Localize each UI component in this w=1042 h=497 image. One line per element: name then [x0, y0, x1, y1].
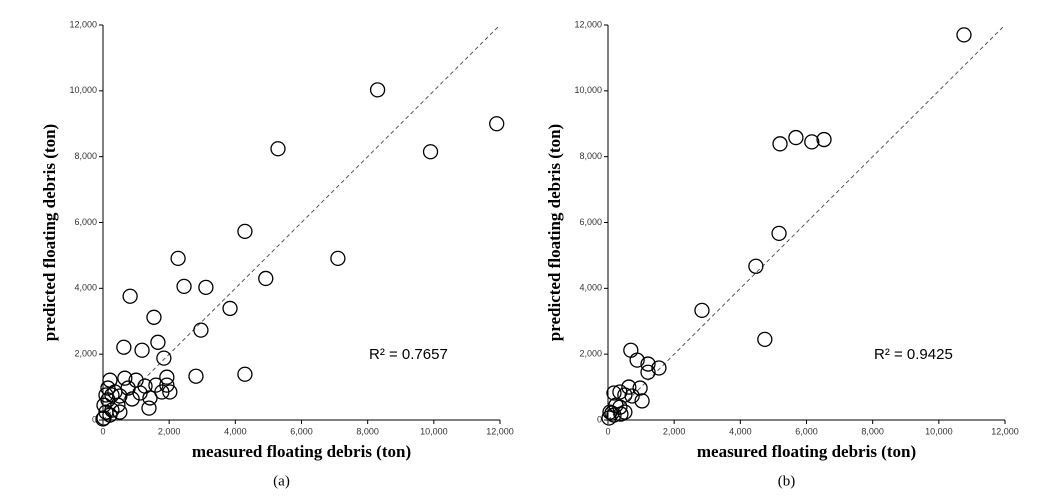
- point: [270, 141, 286, 157]
- y-tick-label: 6,000: [74, 217, 97, 227]
- point: [748, 258, 764, 274]
- point: [107, 384, 123, 400]
- point: [330, 250, 346, 267]
- point: [116, 339, 132, 355]
- point: [188, 368, 204, 384]
- point: [422, 144, 439, 160]
- point: [816, 131, 832, 148]
- point: [146, 309, 162, 325]
- point: [156, 350, 172, 366]
- y-tick-label: 12,000: [69, 19, 97, 29]
- point: [176, 278, 192, 295]
- point: [606, 385, 622, 401]
- point: [612, 399, 628, 415]
- point: [634, 393, 650, 409]
- point: [198, 279, 214, 295]
- x-tick-label: 8,000: [356, 426, 379, 436]
- point: [629, 352, 645, 368]
- x-tick-label: 10,000: [420, 426, 448, 436]
- y-axis-label: predicted floating debris (ton): [40, 124, 59, 341]
- point: [98, 387, 114, 403]
- y-tick-label: 10,000: [574, 85, 602, 95]
- point: [623, 342, 639, 358]
- point: [617, 404, 633, 420]
- x-axis-label: measured floating debris (ton): [192, 442, 411, 461]
- point: [757, 331, 773, 348]
- point: [651, 360, 667, 376]
- x-tick-label: 4,000: [729, 426, 752, 436]
- x-tick-label: 2,000: [158, 426, 181, 436]
- point: [237, 223, 253, 240]
- x-tick-label: 0: [605, 426, 610, 436]
- point: [489, 116, 505, 132]
- point: [150, 334, 166, 350]
- x-tick-label: 4,000: [224, 426, 247, 436]
- caption: (b): [778, 473, 796, 489]
- point: [170, 250, 186, 267]
- point: [258, 270, 274, 287]
- point: [632, 380, 648, 396]
- annotation: R² = 0.9425: [874, 346, 953, 363]
- y-tick-label: 2,000: [579, 349, 602, 359]
- point: [621, 379, 637, 395]
- point: [124, 391, 140, 407]
- annotation: R² = 0.7657: [369, 346, 448, 363]
- point: [95, 411, 111, 427]
- point: [159, 377, 175, 393]
- y-tick-label: 10,000: [69, 85, 97, 95]
- point: [624, 388, 640, 404]
- y-tick-label: 4,000: [579, 283, 602, 293]
- y-tick-label: 4,000: [74, 283, 97, 293]
- caption: (a): [273, 473, 290, 489]
- x-tick-label: 2,000: [663, 426, 686, 436]
- point: [162, 384, 178, 400]
- x-tick-label: 8,000: [861, 426, 884, 436]
- point: [772, 136, 788, 152]
- point: [222, 300, 238, 317]
- x-tick-label: 12,000: [991, 426, 1019, 436]
- x-tick-label: 0: [100, 426, 105, 436]
- point: [134, 342, 150, 358]
- y-tick-label: 0: [92, 414, 97, 424]
- x-tick-label: 10,000: [925, 426, 953, 436]
- point: [117, 370, 133, 386]
- point: [956, 27, 972, 43]
- y-tick-label: 6,000: [579, 217, 602, 227]
- point: [694, 302, 710, 319]
- point: [132, 385, 148, 401]
- point: [804, 134, 820, 150]
- y-tick-label: 0: [597, 414, 602, 424]
- x-tick-label: 12,000: [486, 426, 514, 436]
- point: [141, 400, 157, 416]
- point: [602, 404, 618, 420]
- x-tick-label: 6,000: [290, 426, 313, 436]
- point: [193, 322, 209, 338]
- point: [122, 288, 138, 304]
- point: [237, 366, 253, 382]
- point: [640, 364, 656, 380]
- reference-line: [607, 24, 1006, 421]
- point: [159, 369, 175, 385]
- point: [369, 82, 386, 98]
- point: [788, 129, 804, 146]
- y-tick-label: 8,000: [74, 151, 97, 161]
- point: [601, 410, 617, 426]
- point: [142, 390, 158, 406]
- y-tick-label: 2,000: [74, 349, 97, 359]
- point: [112, 404, 128, 420]
- y-axis-label: predicted floating debris (ton): [545, 124, 564, 341]
- point: [640, 356, 656, 372]
- x-axis-label: measured floating debris (ton): [697, 442, 916, 461]
- point: [771, 225, 787, 242]
- x-tick-label: 6,000: [795, 426, 818, 436]
- y-tick-label: 8,000: [579, 151, 602, 161]
- y-tick-label: 12,000: [574, 19, 602, 29]
